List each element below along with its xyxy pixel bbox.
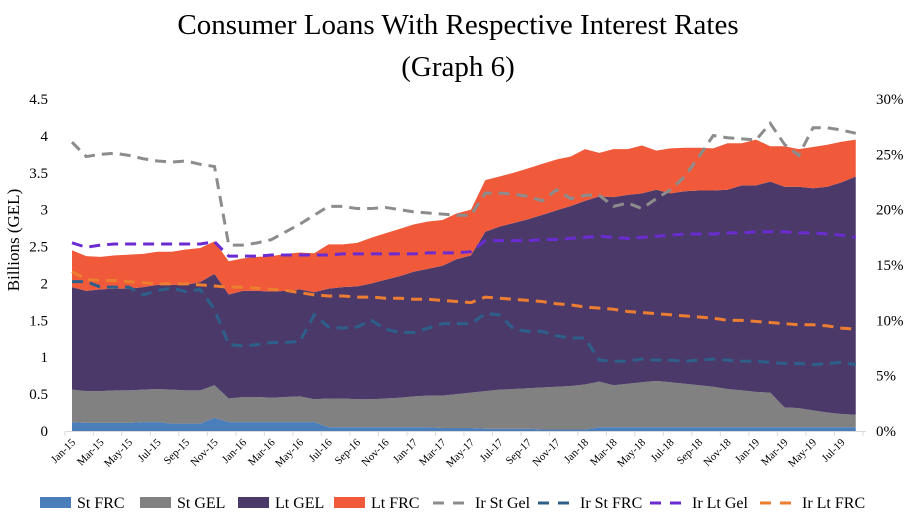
x-tick-label: Sep-17 — [504, 436, 535, 467]
chart-title: Consumer Loans With Respective Interest … — [177, 9, 738, 41]
x-tick-label: Jul-18 — [649, 436, 677, 464]
x-tick-label: Sep-15 — [162, 436, 193, 467]
x-tick-label: Jul-19 — [820, 436, 848, 464]
x-tick-label: Jul-15 — [136, 436, 164, 464]
legend-label: Lt GEL — [275, 495, 324, 512]
x-tick-label: Mar-16 — [246, 436, 278, 468]
x-tick-label: Nov-17 — [530, 436, 563, 469]
x-tick-label: Jul-16 — [307, 436, 335, 464]
x-tick-label: Mar-19 — [759, 436, 791, 468]
y-tick-label: 3 — [41, 203, 49, 219]
y2-tick-label: 10% — [876, 313, 904, 329]
legend: St FRC St GEL Lt GEL Lt FRC Ir St Gel Ir St F… — [40, 495, 865, 512]
legend-label: Ir St Gel — [475, 495, 531, 512]
x-tick-label: Nov-16 — [359, 436, 392, 469]
legend-item-ir-lt-frc: Ir Lt FRC — [760, 495, 865, 512]
x-tick-label: Sep-16 — [333, 436, 364, 467]
legend-item-ir-lt-gel: Ir Lt Gel — [650, 495, 749, 512]
x-tick-label: Jan-17 — [391, 436, 421, 466]
x-tick-label: Mar-15 — [75, 436, 107, 468]
y2-tick-label: 20% — [876, 203, 904, 219]
legend-item-lt-frc: Lt FRC — [334, 495, 419, 512]
y-tick-label: 1.5 — [29, 313, 48, 329]
y-axis-label: Billions (GEL) — [4, 189, 23, 291]
legend-swatch — [140, 497, 171, 508]
x-tick-label: Mar-18 — [588, 436, 620, 468]
area-lt-frc — [72, 139, 856, 295]
y-tick-label: 3.5 — [29, 166, 48, 182]
x-tick-label: Jan-15 — [49, 436, 79, 466]
x-tick-label: Mar-17 — [417, 436, 449, 468]
x-tick-label: Jan-18 — [562, 436, 592, 466]
x-tick-label: Nov-15 — [188, 436, 221, 469]
y2-tick-label: 25% — [876, 147, 904, 163]
y-tick-label: 4 — [41, 129, 49, 145]
legend-item-ir-st-gel: Ir St Gel — [433, 495, 531, 512]
legend-swatch — [40, 497, 71, 508]
legend-item-st-frc: St FRC — [40, 495, 125, 512]
rate-lines — [70, 120, 857, 367]
x-tick-label: May-15 — [102, 436, 135, 469]
legend-item-st-gel: St GEL — [140, 495, 225, 512]
y-tick-label: 2.5 — [29, 240, 48, 256]
x-tick-label: Jan-19 — [733, 436, 763, 466]
legend-label: Ir Lt FRC — [802, 495, 865, 512]
legend-swatch — [238, 497, 269, 508]
line-ir-st-gel — [70, 120, 857, 247]
y-tick-label: 0 — [41, 424, 49, 440]
chart-subtitle: (Graph 6) — [401, 51, 515, 83]
x-tick-label: Sep-18 — [675, 436, 706, 467]
line-ir-st-frc — [72, 280, 856, 367]
y-tick-label: 4.5 — [29, 92, 48, 108]
x-tick-label: Nov-18 — [701, 436, 734, 469]
x-tick-label: May-19 — [786, 436, 819, 469]
y-tick-label: 0.5 — [29, 387, 48, 403]
x-tick-label: Jan-16 — [220, 436, 250, 466]
y2-tick-label: 5% — [876, 369, 896, 385]
y2-tick-label: 0% — [876, 424, 896, 440]
legend-label: St GEL — [177, 495, 225, 512]
area-st-frc — [72, 417, 856, 431]
x-tick-label: May-16 — [273, 436, 306, 469]
legend-label: St FRC — [77, 495, 125, 512]
line-ir-lt-gel — [71, 230, 856, 258]
y-tick-label: 1 — [41, 350, 49, 366]
legend-swatch — [334, 497, 365, 508]
legend-item-lt-gel: Lt GEL — [238, 495, 324, 512]
area-st-gel — [72, 380, 856, 430]
legend-label: Lt FRC — [371, 495, 419, 512]
legend-label: Ir Lt Gel — [692, 495, 749, 512]
x-tick-label: May-18 — [615, 436, 648, 469]
x-tick-label: Jul-17 — [478, 436, 506, 464]
y2-tick-label: 15% — [876, 258, 904, 274]
stacked-areas — [72, 139, 856, 431]
legend-item-ir-st-frc: Ir St FRC — [538, 495, 642, 512]
line-ir-lt-frc — [71, 270, 856, 331]
y-tick-label: 2 — [41, 276, 49, 292]
x-tick-label: May-17 — [444, 436, 477, 469]
legend-label: Ir St FRC — [580, 495, 642, 512]
y2-tick-label: 30% — [876, 92, 904, 108]
